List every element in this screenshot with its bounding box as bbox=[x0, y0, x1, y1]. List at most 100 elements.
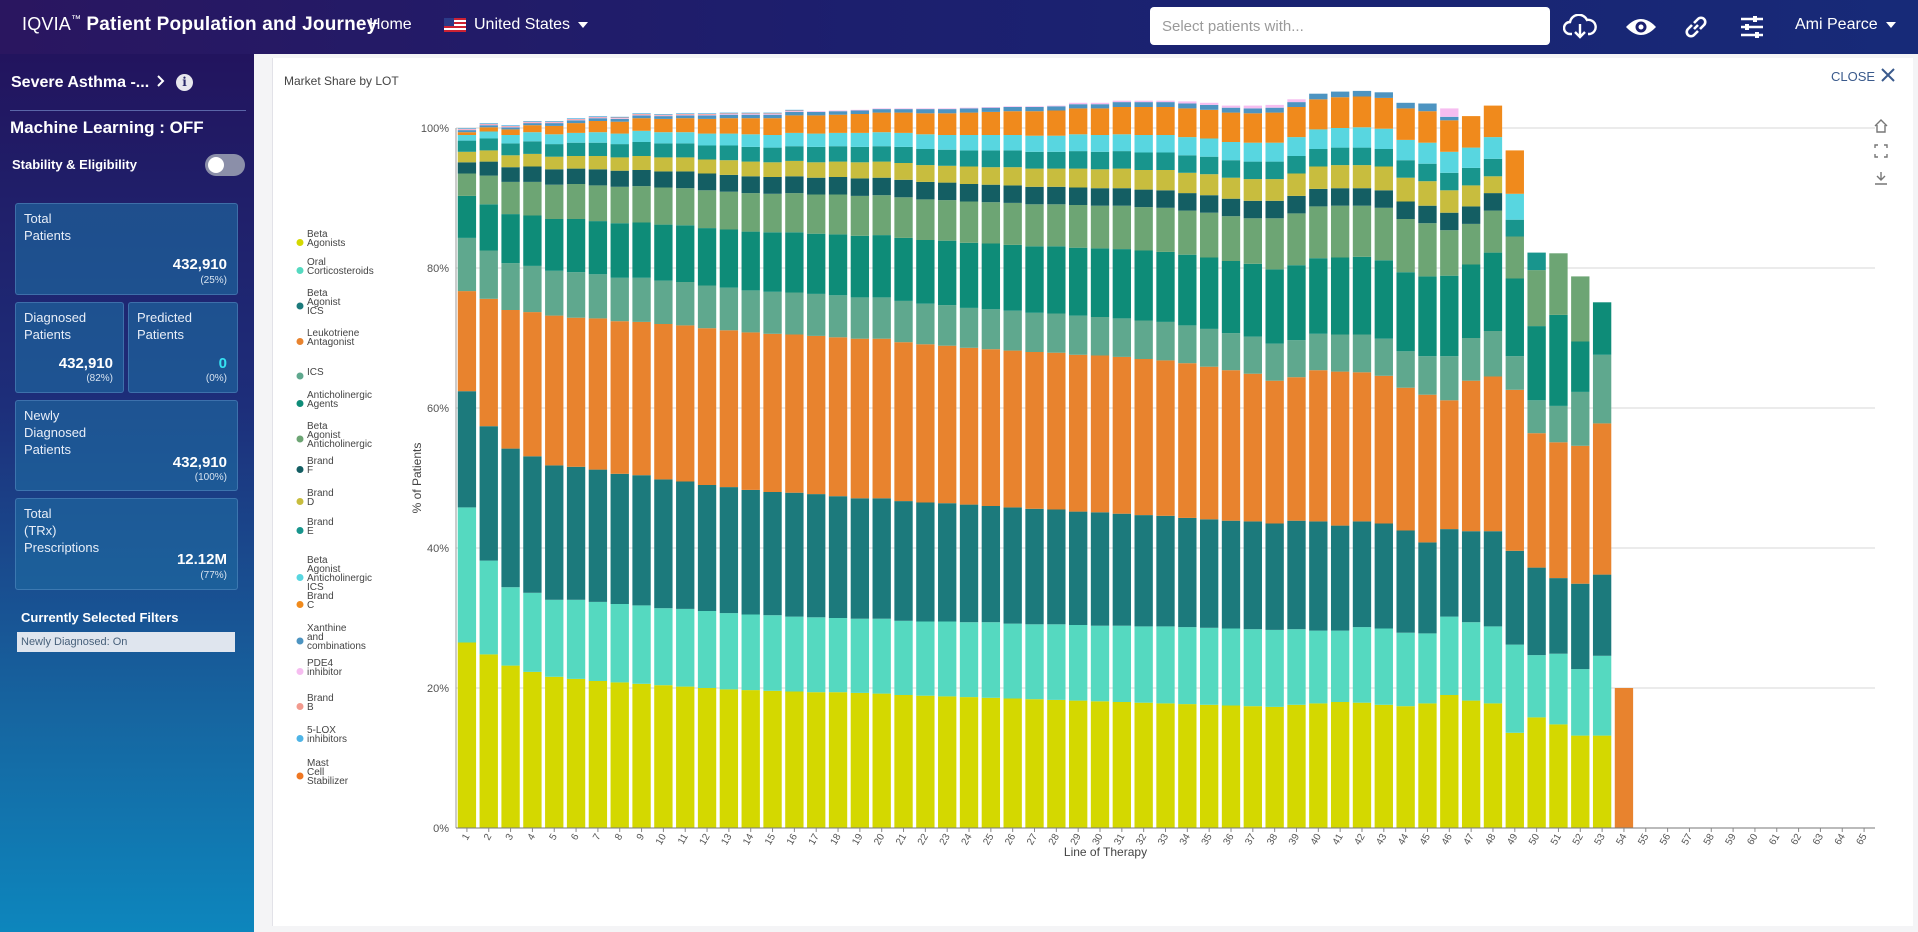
x-tick-label: 40 bbox=[1309, 832, 1324, 848]
card-label: Predicted Patients bbox=[137, 310, 192, 342]
newly-diagnosed-patients-card[interactable]: Newly Diagnosed Patients 432,910 (100%) bbox=[15, 400, 238, 491]
bar-segment bbox=[741, 176, 760, 194]
bar-segment bbox=[1461, 167, 1481, 186]
bar-segment bbox=[1025, 135, 1044, 152]
bar-segment bbox=[872, 338, 891, 499]
bar-segment bbox=[1047, 313, 1066, 353]
bar-segment bbox=[850, 498, 870, 619]
bar-segment bbox=[1396, 139, 1415, 161]
bar-segment bbox=[610, 118, 629, 119]
bar-segment bbox=[1287, 213, 1306, 266]
bar-segment bbox=[1418, 181, 1437, 206]
bar-segment bbox=[1330, 334, 1350, 372]
total-patients-card[interactable]: Total Patients 432,910 (25%) bbox=[15, 203, 238, 295]
filter-chip[interactable]: Newly Diagnosed: On bbox=[17, 632, 235, 652]
bar-segment bbox=[588, 601, 608, 681]
card-value: 432,910 bbox=[58, 355, 113, 372]
country-selector[interactable]: United States bbox=[444, 16, 589, 34]
bar-segment bbox=[719, 330, 739, 488]
bar-segment bbox=[501, 167, 520, 182]
x-tick-label: 65 bbox=[1855, 832, 1870, 848]
x-tick-label: 5 bbox=[548, 832, 561, 843]
bar-segment bbox=[632, 605, 651, 684]
bar-segment bbox=[588, 681, 608, 828]
bar-segment bbox=[1090, 205, 1110, 249]
bar-segment bbox=[1265, 218, 1284, 270]
bar-segment bbox=[1592, 574, 1612, 656]
app-brand[interactable]: IQVIA™ Patient Population and Journey bbox=[22, 14, 377, 36]
bar-segment bbox=[1156, 703, 1175, 828]
bar-segment bbox=[959, 108, 979, 113]
bar-segment bbox=[1112, 100, 1132, 103]
bar-segment bbox=[1592, 354, 1612, 424]
bar-segment bbox=[632, 683, 651, 828]
bar-segment bbox=[1134, 320, 1153, 359]
cohort-selector[interactable]: Severe Asthma -... bbox=[11, 74, 165, 92]
bar-segment bbox=[1003, 107, 1022, 112]
bar-segment bbox=[1309, 370, 1328, 522]
bar-segment bbox=[828, 618, 848, 693]
patient-search-input[interactable] bbox=[1150, 7, 1550, 45]
bar-segment bbox=[850, 114, 870, 133]
y-tick-label: 20% bbox=[427, 683, 449, 695]
bar-segment bbox=[523, 122, 542, 124]
bar-segment bbox=[1571, 445, 1590, 584]
bar-segment bbox=[719, 114, 739, 115]
select-area-icon[interactable] bbox=[1873, 143, 1891, 161]
bar-segment bbox=[457, 391, 477, 508]
bar-segment bbox=[763, 112, 782, 114]
diagnosed-patients-card[interactable]: Diagnosed Patients 432,910 (82%) bbox=[15, 302, 124, 393]
bar-segment bbox=[1090, 248, 1110, 317]
bar-segment bbox=[850, 132, 870, 147]
bar-segment bbox=[850, 195, 870, 236]
eye-icon[interactable] bbox=[1623, 10, 1659, 44]
stability-eligibility-toggle[interactable] bbox=[205, 154, 245, 176]
bar-segment bbox=[828, 692, 848, 828]
bar-segment bbox=[523, 166, 542, 182]
home-icon[interactable] bbox=[1873, 118, 1891, 136]
user-menu[interactable]: Ami Pearce bbox=[1795, 16, 1896, 34]
total-prescriptions-card[interactable]: Total (TRx) Prescriptions 12.12M (77%) bbox=[15, 498, 238, 590]
bar-segment bbox=[1374, 260, 1393, 339]
bar-segment bbox=[1047, 204, 1066, 247]
bar-segment bbox=[566, 184, 586, 219]
bar-segment bbox=[1287, 107, 1306, 138]
bar-segment bbox=[916, 199, 935, 240]
predicted-patients-card[interactable]: Predicted Patients 0 (0%) bbox=[128, 302, 238, 393]
bar-segment bbox=[697, 688, 717, 828]
bar-segment bbox=[959, 347, 979, 505]
bar-segment bbox=[1309, 206, 1328, 259]
link-icon[interactable] bbox=[1678, 10, 1714, 44]
x-tick-label: 26 bbox=[1003, 832, 1018, 848]
bar-segment bbox=[1199, 109, 1219, 139]
bar-segment bbox=[1418, 394, 1437, 543]
legend-marker bbox=[296, 466, 304, 473]
bar-segment bbox=[523, 153, 542, 167]
bar-segment bbox=[828, 146, 848, 162]
bar-segment bbox=[828, 496, 848, 618]
bar-segment bbox=[763, 333, 782, 492]
bar-segment bbox=[807, 335, 826, 495]
bar-segment bbox=[872, 693, 891, 828]
bar-segment bbox=[807, 293, 826, 336]
bar-segment bbox=[697, 173, 717, 191]
bar-segment bbox=[1505, 550, 1524, 645]
bar-segment bbox=[1527, 252, 1546, 271]
bar-segment bbox=[1265, 179, 1284, 201]
download-icon[interactable] bbox=[1873, 170, 1891, 188]
bar-segment bbox=[1199, 328, 1219, 367]
sliders-icon[interactable] bbox=[1734, 10, 1770, 44]
bar-segment bbox=[1287, 99, 1306, 103]
bar-segment bbox=[1461, 206, 1481, 224]
info-icon[interactable]: i bbox=[176, 74, 193, 91]
bar-segment bbox=[697, 611, 717, 688]
y-tick-label: 40% bbox=[427, 543, 449, 555]
bar-segment bbox=[850, 109, 870, 111]
bar-segment bbox=[1178, 210, 1197, 255]
cloud-download-icon[interactable] bbox=[1562, 10, 1598, 44]
bar-segment bbox=[1134, 250, 1153, 321]
bar-segment bbox=[1549, 314, 1568, 406]
close-button[interactable]: CLOSE bbox=[1831, 68, 1895, 85]
nav-home-link[interactable]: Home bbox=[369, 16, 412, 33]
bar-segment bbox=[828, 337, 848, 497]
